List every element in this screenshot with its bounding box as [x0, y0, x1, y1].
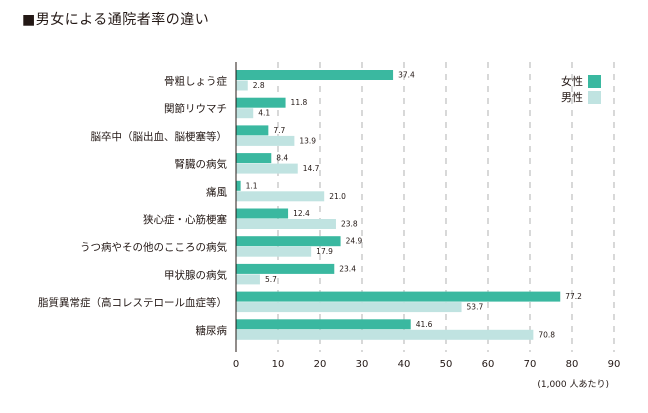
bar-male	[236, 274, 260, 285]
bar-male	[236, 246, 312, 257]
x-tick-label: 40	[398, 359, 411, 370]
bar-female	[236, 180, 241, 191]
value-label: 5.7	[265, 275, 277, 284]
x-tick-label: 50	[440, 359, 453, 370]
bar-male	[236, 163, 298, 174]
bar-male	[236, 329, 534, 340]
legend-label-female: 女性	[561, 74, 583, 88]
bar-male	[236, 191, 325, 202]
bar-male	[236, 108, 254, 119]
value-label: 70.8	[538, 330, 555, 339]
category-label: 痛風	[206, 185, 227, 198]
value-labels: 37.4 2.8 11.8 4.17.7 13.9 8.4 14.7 1.1 21.0 12.4 2…	[246, 71, 583, 340]
x-tick-label: 30	[356, 359, 369, 370]
x-tick-label: 0	[233, 359, 239, 370]
category-label: 骨粗しょう症	[164, 75, 227, 88]
value-label: 12.4	[293, 209, 310, 218]
chart-title: ■男女による通院者率の違い	[22, 12, 210, 28]
value-label: 23.4	[339, 264, 356, 273]
bar-female	[236, 263, 335, 274]
x-axis-unit-label: (1,000 人あたり)	[537, 379, 609, 390]
bar-female	[236, 125, 269, 136]
bar-female	[236, 291, 561, 302]
bar-female	[236, 97, 286, 108]
x-tick-label: 20	[314, 359, 327, 370]
x-tick-label: 70	[524, 359, 537, 370]
category-label: 脂質異常症（高コレステロール血症等）	[38, 296, 227, 309]
value-label: 21.0	[329, 192, 346, 201]
value-label: 17.9	[316, 247, 333, 256]
bar-male	[236, 80, 248, 91]
value-label: 1.1	[246, 181, 258, 190]
bar-female	[236, 208, 289, 219]
value-label: 53.7	[467, 303, 484, 312]
category-label: 腎臓の病気	[175, 158, 228, 171]
legend-swatch-male	[588, 91, 601, 104]
bar-male	[236, 219, 336, 229]
category-label: 関節リウマチ	[164, 102, 227, 115]
value-label: 8.4	[276, 154, 288, 163]
x-tick-labels: 0 10 20 30 40 50 60 70 80 90	[233, 359, 621, 370]
category-label: 脳卒中（脳出血、脳梗塞等）	[91, 130, 228, 143]
value-label: 23.8	[341, 220, 358, 229]
bar-female	[236, 236, 341, 247]
bar-male	[236, 302, 462, 313]
x-tick-label: 10	[272, 359, 285, 370]
category-label: 甲状腺の病気	[164, 268, 227, 281]
category-label: うつ病やその他のこころの病気	[80, 241, 227, 254]
value-label: 14.7	[303, 164, 320, 173]
legend-label-male: 男性	[561, 90, 583, 104]
value-label: 41.6	[416, 320, 433, 329]
x-tick-label: 90	[608, 359, 621, 370]
value-label: 7.7	[273, 126, 285, 135]
value-label: 11.8	[291, 98, 308, 107]
bar-female	[236, 70, 394, 80]
x-tick-label: 60	[482, 359, 495, 370]
category-label: 狭心症・心筋梗塞	[143, 213, 227, 226]
value-label: 24.9	[346, 237, 363, 246]
value-label: 2.8	[253, 81, 265, 90]
value-label: 77.2	[565, 292, 582, 301]
value-label: 37.4	[398, 71, 415, 80]
bar-male	[236, 135, 295, 146]
value-label: 13.9	[299, 136, 316, 145]
value-label: 4.1	[258, 109, 270, 118]
x-tick-label: 80	[566, 359, 579, 370]
bar-female	[236, 319, 411, 330]
category-label: 糖尿病	[196, 324, 228, 337]
bar-female	[236, 153, 272, 164]
legend-swatch-female	[588, 75, 601, 88]
bars	[236, 70, 561, 340]
